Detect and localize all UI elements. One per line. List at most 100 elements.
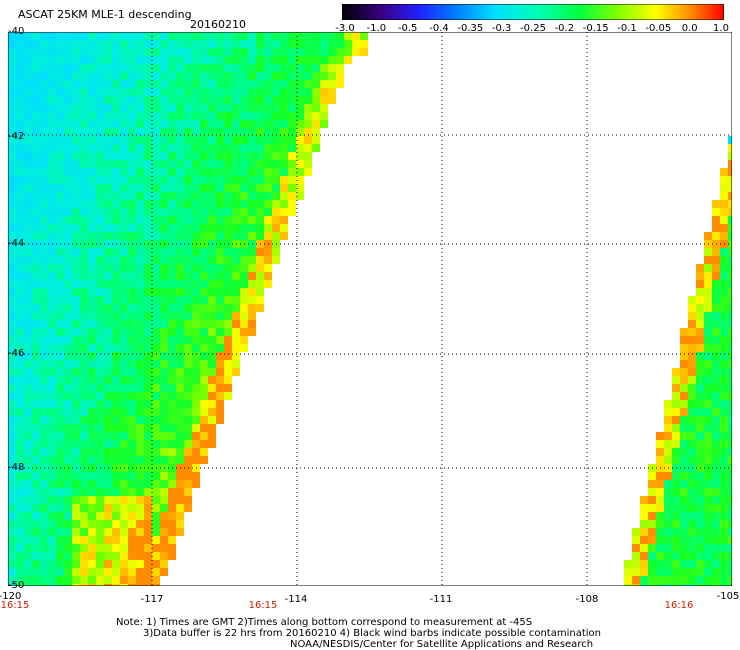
wind-cell xyxy=(96,424,104,432)
wind-cell xyxy=(696,280,704,288)
wind-cell xyxy=(16,208,24,216)
wind-cell xyxy=(96,448,104,456)
wind-cell xyxy=(104,416,112,424)
wind-cell xyxy=(144,368,152,376)
wind-cell xyxy=(72,576,80,584)
wind-cell xyxy=(88,448,96,456)
wind-cell xyxy=(672,400,680,408)
wind-cell xyxy=(112,64,120,72)
wind-cell xyxy=(224,280,232,288)
wind-cell xyxy=(176,248,184,256)
wind-cell xyxy=(16,480,24,488)
wind-cell xyxy=(296,112,304,120)
wind-cell xyxy=(144,88,152,96)
wind-cell xyxy=(704,544,712,552)
wind-cell xyxy=(32,520,40,528)
wind-cell xyxy=(256,176,264,184)
wind-cell xyxy=(152,528,160,536)
wind-cell xyxy=(280,40,288,48)
wind-cell xyxy=(136,248,144,256)
wind-cell xyxy=(24,400,32,408)
wind-cell xyxy=(80,296,88,304)
wind-cell xyxy=(336,72,344,80)
wind-cell xyxy=(296,168,304,176)
wind-cell xyxy=(288,32,296,40)
wind-cell xyxy=(176,520,184,528)
wind-cell xyxy=(120,40,128,48)
wind-cell xyxy=(192,208,200,216)
wind-cell xyxy=(136,552,144,560)
wind-cell xyxy=(272,200,280,208)
wind-cell xyxy=(232,48,240,56)
wind-cell xyxy=(696,504,704,512)
wind-cell xyxy=(320,56,328,64)
wind-cell xyxy=(264,144,272,152)
wind-cell xyxy=(8,88,16,96)
wind-cell xyxy=(64,536,72,544)
wind-cell xyxy=(56,536,64,544)
wind-cell xyxy=(152,384,160,392)
wind-cell xyxy=(224,184,232,192)
wind-cell xyxy=(88,392,96,400)
wind-cell xyxy=(264,208,272,216)
wind-cell xyxy=(112,120,120,128)
wind-cell xyxy=(704,536,712,544)
wind-cell xyxy=(112,208,120,216)
wind-cell xyxy=(48,360,56,368)
wind-cell xyxy=(152,72,160,80)
wind-cell xyxy=(32,528,40,536)
wind-cell xyxy=(152,360,160,368)
wind-cell xyxy=(248,168,256,176)
wind-cell xyxy=(704,232,712,240)
wind-cell xyxy=(112,448,120,456)
wind-cell xyxy=(200,104,208,112)
wind-cell xyxy=(48,488,56,496)
wind-cell xyxy=(16,168,24,176)
wind-cell xyxy=(48,192,56,200)
wind-cell xyxy=(168,208,176,216)
wind-cell xyxy=(88,144,96,152)
wind-cell xyxy=(48,184,56,192)
wind-cell xyxy=(24,488,32,496)
wind-cell xyxy=(688,472,696,480)
wind-cell xyxy=(136,312,144,320)
wind-cell xyxy=(224,336,232,344)
wind-cell xyxy=(16,424,24,432)
wind-cell xyxy=(48,432,56,440)
wind-cell xyxy=(80,256,88,264)
wind-cell xyxy=(192,360,200,368)
wind-cell xyxy=(8,344,16,352)
wind-cell xyxy=(712,384,720,392)
wind-cell xyxy=(344,40,352,48)
wind-cell xyxy=(64,208,72,216)
wind-cell xyxy=(40,384,48,392)
wind-cell xyxy=(24,200,32,208)
wind-cell xyxy=(16,520,24,528)
wind-cell xyxy=(80,184,88,192)
wind-cell xyxy=(96,48,104,56)
wind-cell xyxy=(720,288,728,296)
wind-cell xyxy=(216,232,224,240)
wind-cell xyxy=(160,136,168,144)
wind-cell xyxy=(696,488,704,496)
wind-cell xyxy=(72,512,80,520)
wind-cell xyxy=(80,328,88,336)
wind-cell xyxy=(208,432,216,440)
wind-cell xyxy=(8,544,16,552)
wind-cell xyxy=(680,512,688,520)
wind-cell xyxy=(208,304,216,312)
wind-cell xyxy=(32,152,40,160)
wind-cell xyxy=(672,376,680,384)
wind-cell xyxy=(728,288,732,296)
wind-cell xyxy=(136,400,144,408)
wind-cell xyxy=(112,296,120,304)
wind-cell xyxy=(120,112,128,120)
wind-cell xyxy=(72,288,80,296)
wind-cell xyxy=(80,200,88,208)
wind-cell xyxy=(144,288,152,296)
wind-cell xyxy=(640,496,648,504)
wind-cell xyxy=(712,480,720,488)
wind-cell xyxy=(136,544,144,552)
wind-cell xyxy=(144,584,152,586)
wind-cell xyxy=(120,160,128,168)
